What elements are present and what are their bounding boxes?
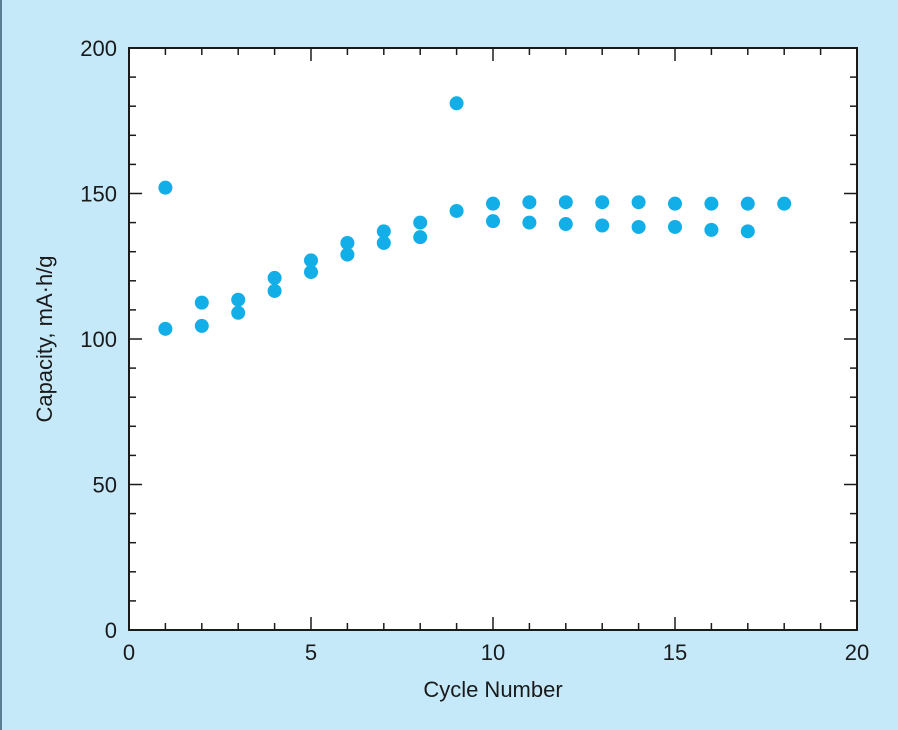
plot-area [128, 47, 858, 631]
data-point [558, 195, 573, 210]
data-point [376, 224, 391, 239]
data-point [595, 218, 610, 233]
data-point [304, 265, 318, 280]
data-points [158, 96, 792, 336]
y-tick-label: 200 [80, 36, 117, 61]
data-point [231, 305, 246, 320]
data-point [668, 219, 682, 234]
data-point [340, 247, 355, 262]
data-point [267, 283, 282, 298]
x-tick-label: 0 [123, 640, 135, 665]
data-point [158, 321, 173, 336]
data-point [631, 219, 646, 234]
data-point [777, 196, 792, 211]
x-axis-tick-labels: 0 5 10 15 20 [123, 640, 869, 665]
data-point [304, 253, 318, 268]
x-tick-label: 20 [845, 640, 869, 665]
data-point [522, 195, 537, 210]
data-point [740, 196, 755, 211]
y-tick-label: 0 [105, 618, 117, 643]
data-point [631, 195, 646, 210]
data-point [522, 215, 537, 230]
x-tick-label: 5 [305, 640, 317, 665]
x-tick-label: 15 [663, 640, 687, 665]
data-point [413, 230, 428, 245]
data-point [267, 270, 282, 285]
data-point [158, 180, 173, 195]
data-point [558, 217, 573, 232]
x-tick-label: 10 [481, 640, 505, 665]
data-point [740, 224, 755, 239]
data-point [486, 196, 500, 211]
data-point [340, 235, 355, 250]
x-axis-title: Cycle Number [423, 677, 562, 702]
data-point [194, 295, 209, 310]
data-point [194, 318, 209, 333]
data-point [449, 96, 464, 111]
y-tick-label: 100 [80, 327, 117, 352]
data-point [595, 195, 610, 210]
data-point [486, 214, 500, 229]
y-tick-label: 50 [93, 473, 117, 498]
y-axis-tick-labels: 0 50 100 150 200 [80, 36, 117, 643]
data-point [668, 196, 682, 211]
data-point [413, 215, 428, 230]
axis-ticks [128, 47, 858, 631]
data-point [231, 292, 246, 307]
data-point [449, 203, 464, 218]
y-tick-label: 150 [80, 182, 117, 207]
data-point [376, 235, 391, 250]
data-point [704, 222, 719, 237]
y-axis-title: Capacity, mA·h/g [32, 255, 57, 422]
data-point [704, 196, 719, 211]
